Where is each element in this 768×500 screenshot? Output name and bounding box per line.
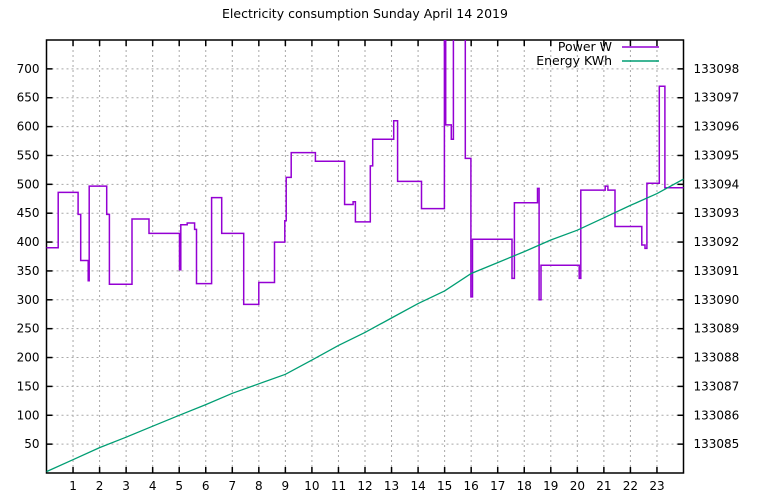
y-right-tick-label: 133097 — [694, 91, 740, 105]
x-tick-label: 15 — [437, 479, 452, 493]
y-right-tick-label: 133088 — [694, 351, 740, 365]
series-layer — [46, 40, 684, 473]
y-left-tick-label: 150 — [17, 379, 40, 393]
x-tick-label: 16 — [464, 479, 479, 493]
x-tick-label: 8 — [255, 479, 263, 493]
x-tick-label: 1 — [69, 479, 77, 493]
y-left-tick-label: 700 — [17, 62, 40, 76]
legend-label-energy: Energy KWh — [536, 53, 612, 68]
x-tick-label: 21 — [596, 479, 611, 493]
x-tick-label: 2 — [96, 479, 104, 493]
y-left-tick-label: 100 — [17, 408, 40, 422]
y-right-tick-label: 133092 — [694, 235, 740, 249]
y-right-tick-label: 133086 — [694, 408, 740, 422]
x-tick-label: 19 — [543, 479, 558, 493]
x-tick-label: 12 — [357, 479, 372, 493]
y-left-tick-label: 500 — [17, 177, 40, 191]
x-tick-label: 18 — [517, 479, 532, 493]
y-left-tick-label: 250 — [17, 322, 40, 336]
y-left-tick-label: 550 — [17, 148, 40, 162]
x-tick-label: 10 — [304, 479, 319, 493]
x-tick-label: 20 — [570, 479, 585, 493]
y-left-tick-label: 400 — [17, 235, 40, 249]
x-tick-label: 14 — [410, 479, 425, 493]
chart-generated-layer: 1 2 3 4 5 6 7 8 9 10 11 12 13 14 15 16 17 18 19 20 21 22 23501… — [17, 39, 740, 493]
y-right-tick-label: 133091 — [694, 264, 740, 278]
x-tick-label: 11 — [331, 479, 346, 493]
x-tick-label: 6 — [202, 479, 210, 493]
x-tick-label: 9 — [282, 479, 290, 493]
y-left-tick-label: 50 — [24, 437, 39, 451]
x-tick-label: 17 — [490, 479, 505, 493]
x-tick-label: 5 — [175, 479, 183, 493]
x-tick-label: 3 — [122, 479, 130, 493]
chart-title: Electricity consumption Sunday April 14 … — [222, 6, 508, 21]
y-left-tick-label: 300 — [17, 293, 40, 307]
legend-label-power: Power W — [558, 39, 612, 54]
y-left-tick-label: 650 — [17, 91, 40, 105]
power-series-line — [46, 40, 684, 306]
x-tick-label: 22 — [623, 479, 638, 493]
y-right-tick-label: 133093 — [694, 206, 740, 220]
y-left-tick-label: 600 — [17, 120, 40, 134]
y-right-tick-label: 133085 — [694, 437, 740, 451]
x-tick-label: 23 — [649, 479, 664, 493]
legend: Power W Energy KWh — [536, 39, 659, 68]
y-right-tick-label: 133087 — [694, 379, 740, 393]
y-right-tick-label: 133094 — [694, 177, 740, 191]
y-right-tick-label: 133090 — [694, 293, 740, 307]
y-right-tick-label: 133098 — [694, 62, 740, 76]
y-left-tick-label: 450 — [17, 206, 40, 220]
y-left-tick-label: 200 — [17, 351, 40, 365]
y-right-tick-label: 133095 — [694, 148, 740, 162]
x-tick-label: 13 — [384, 479, 399, 493]
y-right-tick-label: 133089 — [694, 322, 740, 336]
x-tick-label: 4 — [149, 479, 157, 493]
y-right-tick-label: 133096 — [694, 120, 740, 134]
x-tick-label: 7 — [228, 479, 236, 493]
y-left-tick-label: 350 — [17, 264, 40, 278]
energy-series-line — [46, 178, 684, 473]
